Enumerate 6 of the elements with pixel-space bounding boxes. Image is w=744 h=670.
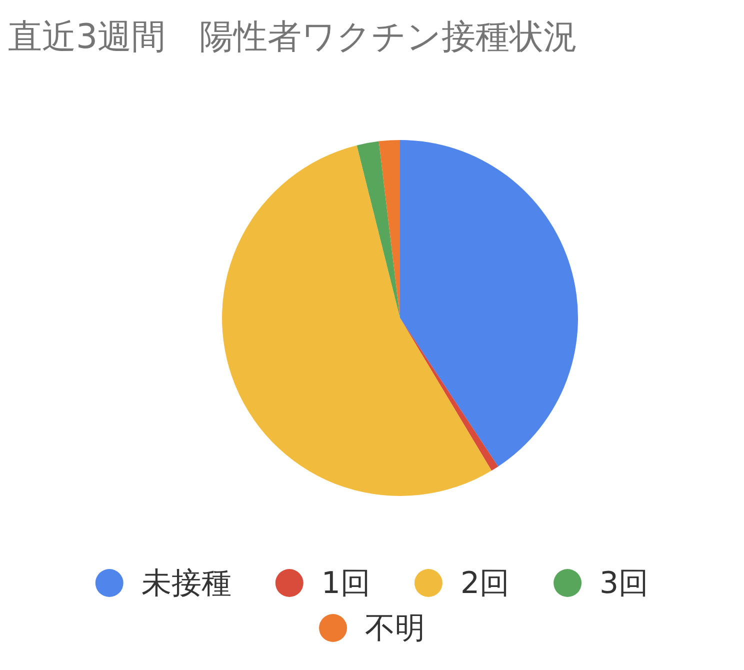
legend-label: 1回: [321, 566, 370, 601]
legend-label: 3回: [600, 566, 649, 601]
chart-title: 直近3週間 陽性者ワクチン接種状況: [8, 17, 578, 57]
legend-label: 未接種: [141, 566, 232, 601]
legend-label: 不明: [365, 611, 425, 646]
legend-label: 2回: [460, 566, 510, 601]
